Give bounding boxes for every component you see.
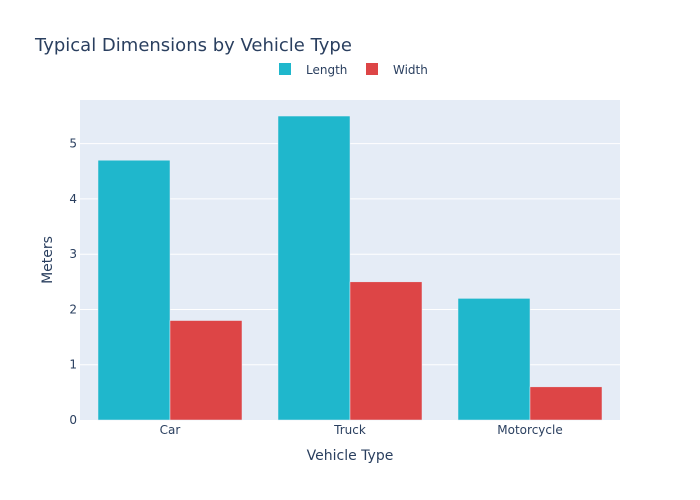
y-tick-label: 2	[69, 302, 77, 316]
bar-width-car	[169, 320, 243, 421]
bar-length-truck	[277, 115, 351, 421]
chart-title: Typical Dimensions by Vehicle Type	[34, 35, 352, 56]
x-axis-ticks: Car Truck Motorcycle	[160, 423, 563, 437]
bar-width-motorcycle	[529, 386, 603, 421]
x-tick-label-car: Car	[160, 423, 181, 437]
legend-label-width: Width	[393, 63, 428, 77]
y-tick-label: 5	[69, 137, 77, 151]
y-axis-title: Meters	[40, 236, 56, 284]
y-tick-label: 1	[69, 358, 77, 372]
y-tick-label: 0	[69, 413, 77, 427]
legend-swatch-length	[279, 63, 291, 75]
x-tick-label-motorcycle: Motorcycle	[497, 423, 562, 437]
legend-label-length: Length	[306, 63, 347, 77]
bar-width-truck	[349, 281, 423, 421]
legend-swatch-width	[366, 63, 378, 75]
y-tick-label: 3	[69, 247, 77, 261]
legend: Length Width	[279, 63, 428, 77]
bar-length-motorcycle	[457, 298, 531, 421]
bars	[97, 115, 603, 421]
x-axis-title: Vehicle Type	[307, 448, 394, 464]
x-tick-label-truck: Truck	[333, 423, 366, 437]
bar-length-car	[97, 159, 171, 421]
y-tick-label: 4	[69, 192, 77, 206]
y-axis-ticks: 0 1 2 3 4 5	[69, 137, 77, 427]
